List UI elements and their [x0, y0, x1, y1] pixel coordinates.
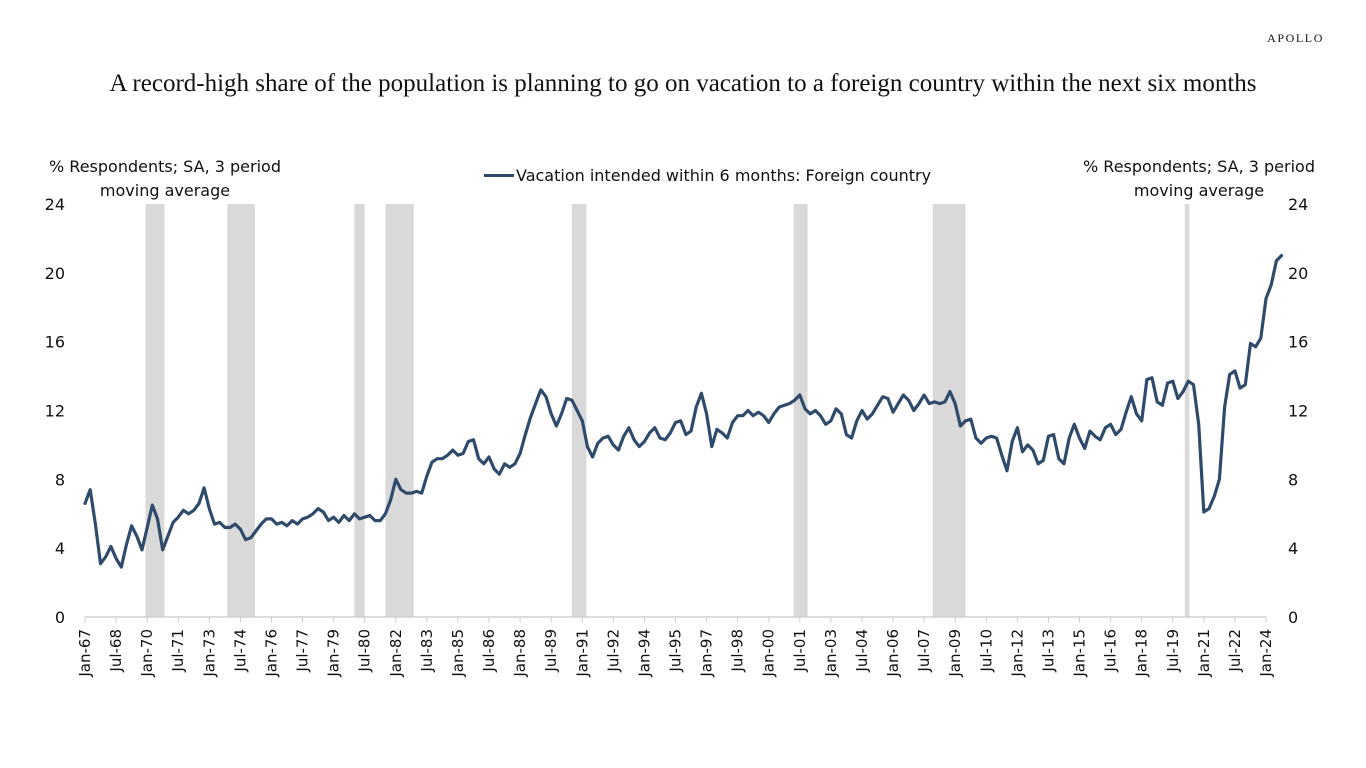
- x-tick-label: Jan-67: [76, 629, 94, 678]
- x-tick-label: Jul-74: [231, 629, 249, 673]
- x-tick-label: Jul-86: [480, 629, 498, 673]
- series-layer: [83, 254, 1284, 569]
- x-tick-label: Jul-01: [791, 629, 809, 673]
- x-tick-label: Jan-21: [1195, 629, 1213, 678]
- legend-swatch: [484, 174, 514, 177]
- x-tick-label: Jul-13: [1039, 629, 1057, 673]
- y-tick-label-left: 4: [55, 539, 65, 558]
- x-tick-label: Jan-00: [760, 629, 778, 678]
- x-tick-label: Jul-68: [107, 629, 125, 673]
- x-tick-label: Jan-73: [200, 629, 218, 678]
- chart-title: A record-high share of the population is…: [109, 70, 1257, 97]
- y-tick-label-left: 0: [55, 608, 65, 627]
- x-tick-label: Jul-07: [915, 629, 933, 673]
- tick-labels: Jan-67 Jul-68 Jan-70 Jul-71 Jan-73 Jul-74 Jan-…: [45, 195, 1309, 678]
- series-line: [83, 254, 1284, 569]
- left-axis-title-line-1: % Respondents; SA, 3 period: [49, 157, 281, 176]
- recession-band: [227, 204, 255, 617]
- x-tick-label: Jul-80: [356, 629, 374, 673]
- x-tick-label: Jan-15: [1071, 629, 1089, 678]
- x-tick-label: Jan-09: [946, 629, 964, 678]
- right-axis-title-line-1: % Respondents; SA, 3 period: [1083, 157, 1315, 176]
- x-tick-label: Jul-92: [604, 629, 622, 673]
- x-tick-label: Jul-22: [1226, 629, 1244, 673]
- x-tick-label: Jan-06: [884, 629, 902, 678]
- y-tick-label-right: 8: [1288, 470, 1298, 489]
- y-tick-label-left: 24: [45, 195, 65, 214]
- y-tick-label-left: 20: [45, 264, 65, 283]
- right-axis-title-line-2: moving average: [1133, 181, 1265, 200]
- recession-band: [793, 204, 808, 617]
- x-tick-label: Jan-88: [511, 629, 529, 678]
- x-tick-label: Jan-76: [262, 629, 280, 678]
- x-tick-label: Jan-79: [325, 629, 343, 678]
- y-tick-label-right: 4: [1288, 539, 1298, 558]
- legend-label: Vacation intended within 6 months: Forei…: [516, 166, 932, 185]
- recession-band: [571, 204, 587, 617]
- x-tick-label: Jan-24: [1257, 629, 1275, 678]
- x-tick-label: Jan-94: [635, 629, 653, 678]
- recession-band: [145, 204, 165, 617]
- x-tick-label: Jul-83: [418, 629, 436, 673]
- x-tick-label: Jul-04: [853, 629, 871, 673]
- y-tick-label-right: 0: [1288, 608, 1298, 627]
- y-tick-label-right: 24: [1288, 195, 1308, 214]
- axes: [84, 616, 1267, 623]
- x-tick-label: Jul-95: [667, 629, 685, 673]
- brand-logo: APOLLO: [1267, 31, 1324, 45]
- left-axis-title-line-2: moving average: [99, 181, 231, 200]
- recession-band: [354, 204, 365, 617]
- y-tick-label-left: 8: [55, 470, 65, 489]
- recession-band: [932, 204, 966, 617]
- x-tick-label: Jan-97: [698, 629, 716, 678]
- x-tick-label: Jan-91: [573, 629, 591, 678]
- recession-bands: [145, 204, 1190, 617]
- x-tick-label: Jul-10: [977, 629, 995, 673]
- x-tick-label: Jan-85: [449, 629, 467, 678]
- x-tick-label: Jul-71: [169, 629, 187, 673]
- x-tick-label: Jul-19: [1164, 629, 1182, 673]
- x-tick-label: Jul-16: [1102, 629, 1120, 673]
- x-tick-label: Jul-89: [542, 629, 560, 673]
- y-tick-label-left: 16: [45, 333, 65, 352]
- x-tick-label: Jan-82: [387, 629, 405, 678]
- y-tick-label-right: 16: [1288, 333, 1308, 352]
- x-tick-label: Jul-77: [294, 629, 312, 673]
- recession-band: [1184, 204, 1190, 617]
- x-tick-label: Jul-98: [729, 629, 747, 673]
- x-tick-label: Jan-18: [1133, 629, 1151, 678]
- x-tick-label: Jan-70: [138, 629, 156, 678]
- x-tick-label: Jan-12: [1008, 629, 1026, 678]
- y-tick-label-right: 20: [1288, 264, 1308, 283]
- x-tick-label: Jan-03: [822, 629, 840, 678]
- recession-band: [385, 204, 414, 617]
- left-axis-title: % Respondents; SA, 3 period moving avera…: [40, 155, 290, 203]
- right-axis-title: % Respondents; SA, 3 period moving avera…: [1076, 155, 1322, 203]
- legend: Vacation intended within 6 months: Forei…: [484, 166, 931, 185]
- y-tick-label-left: 12: [45, 402, 65, 421]
- y-tick-label-right: 12: [1288, 402, 1308, 421]
